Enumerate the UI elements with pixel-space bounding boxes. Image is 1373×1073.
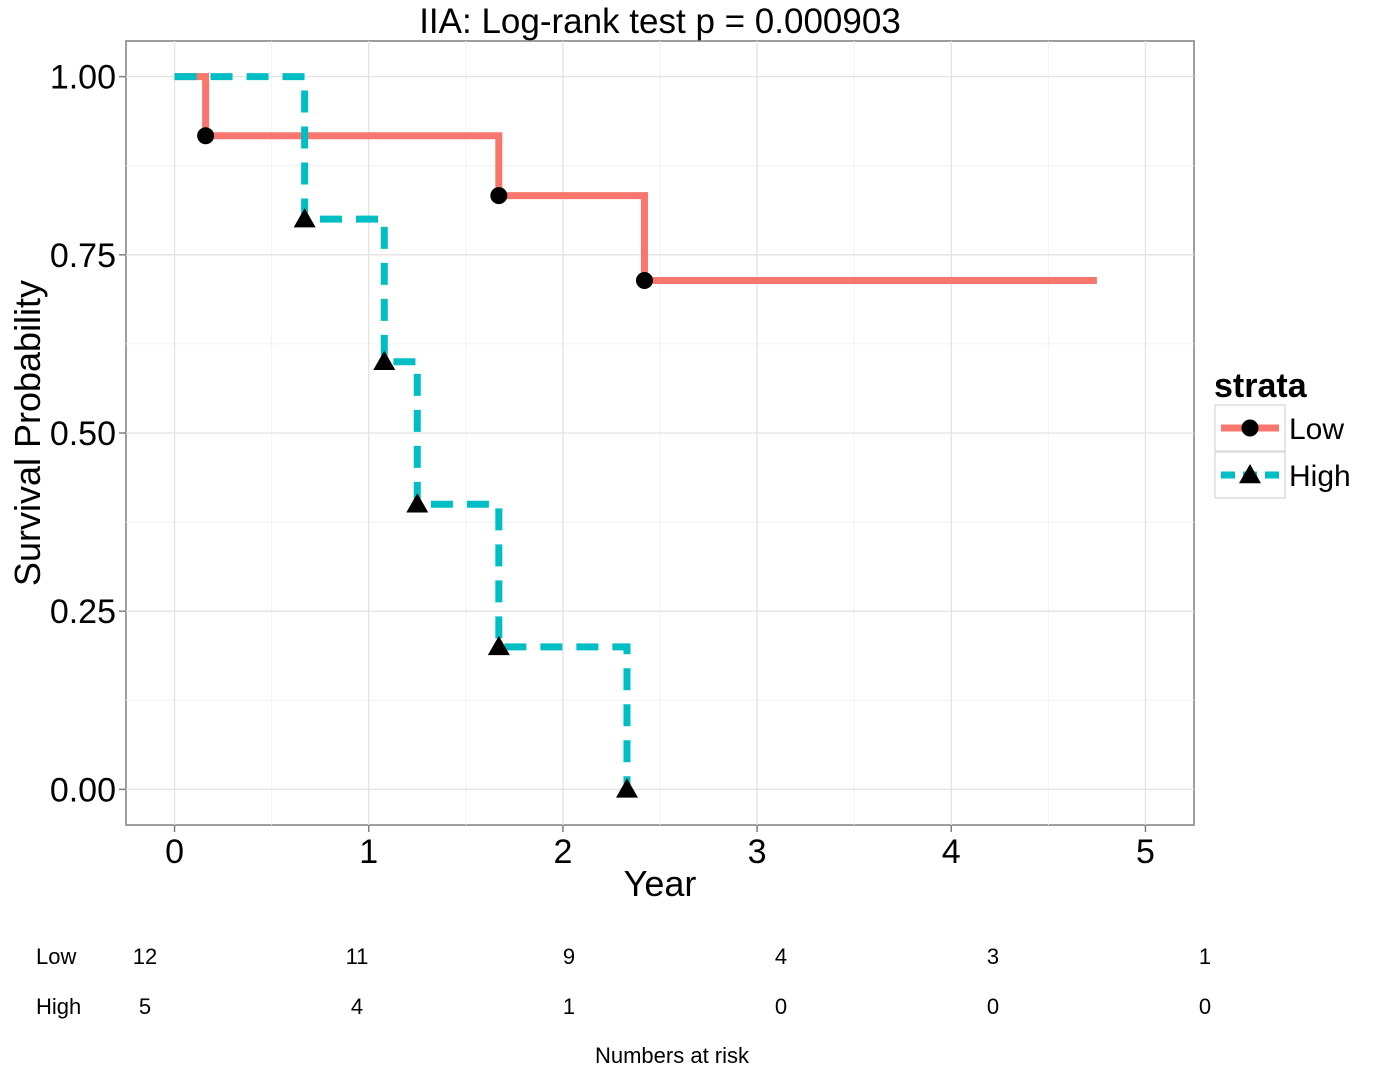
risk-cell: 3 [987,944,999,969]
censor-point-low [635,271,653,289]
risk-cell: 0 [987,994,999,1019]
x-tick-label: 5 [1136,833,1155,871]
risk-cell: 9 [563,944,575,969]
risk-cell: 5 [139,994,151,1019]
censor-point-high [293,208,316,228]
y-tick-label: 0.00 [50,771,116,809]
x-tick-label: 0 [165,833,184,871]
risk-cell: 0 [775,994,787,1019]
risk-row-label: High [36,994,81,1019]
marker-layer [197,127,653,798]
risk-cell: 1 [563,994,575,1019]
series-layer [174,73,1097,790]
series-line-high [174,73,631,790]
y-tick-label: 0.50 [50,415,116,453]
x-tick-label: 4 [942,833,961,871]
censor-point-high [487,635,510,656]
censor-point-high [615,778,638,798]
legend-items: Low High [1214,404,1351,499]
legend-title: strata [1214,367,1308,405]
chart-title: IIA: Log-rank test p = 0.000903 [419,2,901,41]
x-tick-label: 2 [553,833,572,871]
risk-cell: 4 [351,994,363,1019]
risk-cell: 0 [1199,994,1211,1019]
risk-cell: 12 [133,944,157,969]
x-tick-label: 1 [359,833,378,871]
legend-label-low: Low [1289,413,1344,446]
legend-key-marker-low [1241,419,1259,437]
censor-point-low [197,127,215,145]
censor-point-high [373,350,396,370]
y-axis: 0.00 0.25 0.50 0.75 1.00 [50,59,126,809]
risk-cell: 4 [775,944,787,969]
censor-point-low [490,187,508,205]
risk-table: Low 12 11 9 4 3 1 High 5 4 1 0 0 0 [36,944,1211,1019]
y-axis-title: Survival Probability [7,280,48,586]
y-tick-label: 0.25 [50,593,116,631]
legend-key-marker-high [1239,464,1261,484]
y-tick-label: 1.00 [50,59,116,97]
x-axis: 0 1 2 3 4 5 [165,825,1155,871]
censor-point-high [406,493,429,513]
x-axis-title: Year [624,863,697,904]
risk-table-title: Numbers at risk [595,1043,750,1068]
series-line-low [174,73,1097,284]
x-tick-label: 3 [748,833,767,871]
risk-row-label: Low [36,944,76,969]
legend-label-high: High [1289,460,1351,493]
legend: strata Low High [1214,367,1351,499]
risk-cell: 1 [1199,944,1211,969]
y-tick-label: 0.75 [50,237,116,275]
risk-cell: 11 [346,944,369,969]
